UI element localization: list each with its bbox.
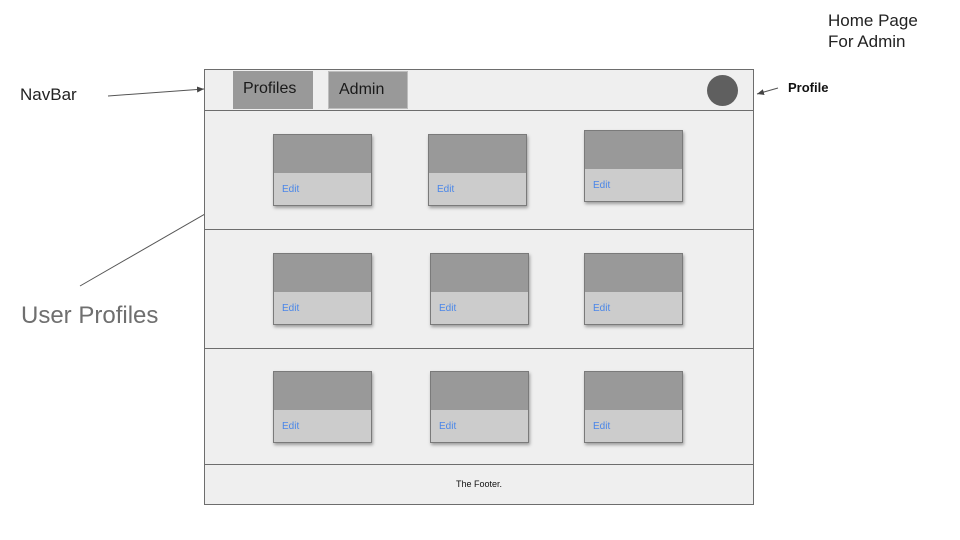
page-title: Home Page For Admin bbox=[828, 11, 918, 51]
profile-row: Edit Edit Edit bbox=[205, 230, 753, 349]
edit-link[interactable]: Edit bbox=[282, 303, 300, 314]
navbar-arrow bbox=[107, 86, 205, 97]
footer: The Footer. bbox=[205, 465, 753, 504]
user-profiles-annotation: User Profiles bbox=[21, 302, 159, 329]
profile-avatar[interactable] bbox=[707, 75, 738, 106]
card-image bbox=[274, 135, 371, 173]
navbar: Profiles Admin bbox=[205, 70, 753, 111]
user-profile-card: Edit bbox=[273, 253, 372, 325]
card-image bbox=[431, 254, 528, 292]
user-profile-card: Edit bbox=[273, 371, 372, 443]
tab-profiles[interactable]: Profiles bbox=[233, 71, 313, 109]
edit-link[interactable]: Edit bbox=[439, 303, 457, 314]
user-profile-card: Edit bbox=[428, 134, 527, 206]
edit-link[interactable]: Edit bbox=[593, 303, 611, 314]
profile-annotation: Profile bbox=[788, 80, 829, 95]
user-profile-card: Edit bbox=[430, 371, 529, 443]
page-frame: Profiles Admin Edit Edit Edit Edit Edit … bbox=[204, 69, 754, 505]
profile-row: Edit Edit Edit bbox=[205, 349, 753, 465]
user-profile-card: Edit bbox=[584, 371, 683, 443]
edit-link[interactable]: Edit bbox=[593, 180, 611, 191]
card-image bbox=[585, 131, 682, 169]
card-image bbox=[274, 372, 371, 410]
edit-link[interactable]: Edit bbox=[282, 421, 300, 432]
profile-arrow bbox=[756, 87, 779, 95]
user-profile-card: Edit bbox=[430, 253, 529, 325]
user-profile-card: Edit bbox=[584, 130, 683, 202]
edit-link[interactable]: Edit bbox=[437, 184, 455, 195]
profile-row: Edit Edit Edit bbox=[205, 111, 753, 230]
card-image bbox=[431, 372, 528, 410]
edit-link[interactable]: Edit bbox=[593, 421, 611, 432]
edit-link[interactable]: Edit bbox=[282, 184, 300, 195]
card-image bbox=[585, 254, 682, 292]
card-image bbox=[585, 372, 682, 410]
tab-admin[interactable]: Admin bbox=[328, 71, 408, 109]
user-profile-card: Edit bbox=[273, 134, 372, 206]
card-image bbox=[274, 254, 371, 292]
user-profile-card: Edit bbox=[584, 253, 683, 325]
edit-link[interactable]: Edit bbox=[439, 421, 457, 432]
card-image bbox=[429, 135, 526, 173]
navbar-annotation: NavBar bbox=[20, 85, 77, 104]
